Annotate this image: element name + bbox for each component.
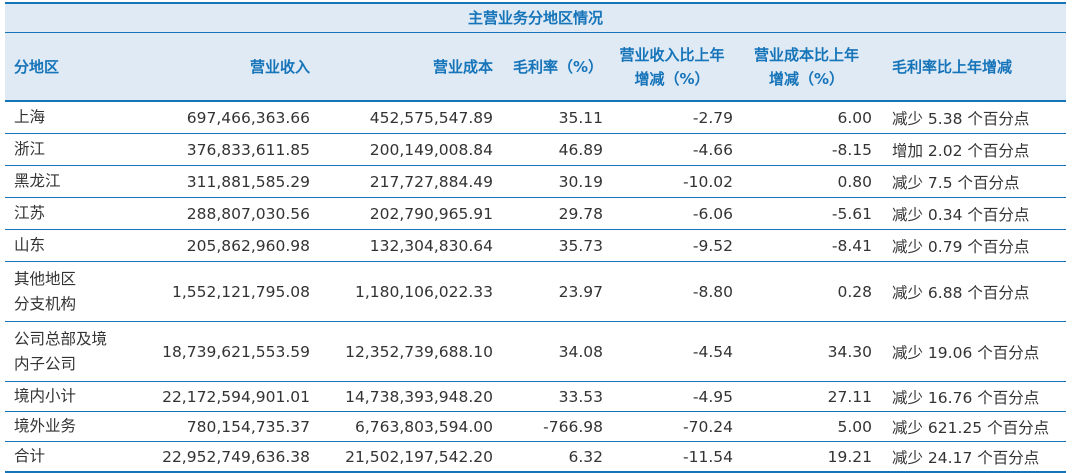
- gross-margin-cell: 30.19: [558, 172, 603, 191]
- margin-change-cell: 减少 19.06 个百分点: [892, 343, 1040, 362]
- margin-change-cell: 减少 6.88 个百分点: [892, 283, 1030, 302]
- revenue-change-cell: -2.79: [692, 108, 733, 127]
- revenue-change-cell: -11.54: [683, 447, 733, 466]
- revenue-change-cell: -6.06: [692, 204, 733, 223]
- header-revenue: 营业收入: [249, 57, 310, 76]
- header-cost: 营业成本: [432, 57, 493, 76]
- cost-change-cell: 19.21: [827, 447, 872, 466]
- header-cost-change: 营业成本比上年 增减（%）: [753, 45, 859, 88]
- cost-cell: 202,790,965.91: [369, 204, 493, 223]
- cost-change-cell: 0.80: [837, 172, 872, 191]
- cost-change-cell: 6.00: [837, 108, 872, 127]
- cost-cell: 6,763,803,594.00: [354, 417, 493, 436]
- region-cell: 其他地区 分支机构: [14, 269, 77, 313]
- cost-cell: 14,738,393,948.20: [345, 387, 493, 406]
- header-margin-change: 毛利率比上年增减: [892, 57, 1013, 76]
- cost-cell: 452,575,547.89: [369, 108, 493, 127]
- margin-change-cell: 减少 16.76 个百分点: [892, 388, 1040, 407]
- region-cell: 江苏: [14, 204, 46, 222]
- cost-change-cell: 0.28: [837, 282, 872, 301]
- cost-cell: 200,149,008.84: [369, 140, 493, 159]
- margin-change-cell: 减少 0.34 个百分点: [892, 205, 1030, 224]
- header-revenue-change: 营业收入比上年 增减（%）: [619, 45, 725, 88]
- revenue-cell: 376,833,611.85: [186, 140, 310, 159]
- gross-margin-cell: 23.97: [558, 282, 603, 301]
- table-row: 江苏 288,807,030.56 202,790,965.91 29.78 -…: [5, 198, 1066, 230]
- region-cell: 山东: [14, 236, 46, 254]
- margin-change-cell: 减少 7.5 个百分点: [892, 173, 1020, 192]
- header-gross-margin: 毛利率（%）: [512, 57, 603, 76]
- revenue-cell: 311,881,585.29: [186, 172, 310, 191]
- cost-change-cell: 5.00: [837, 417, 872, 436]
- gross-margin-cell: 35.73: [558, 236, 603, 255]
- revenue-cell: 697,466,363.66: [186, 108, 310, 127]
- table-row: 上海 697,466,363.66 452,575,547.89 35.11 -…: [5, 102, 1066, 134]
- margin-change-cell: 减少 621.25 个百分点: [892, 418, 1050, 437]
- table-header: 分地区 营业收入 营业成本 毛利率（%） 营业收入比上年 增减（%） 营业成本比…: [5, 33, 1066, 102]
- cost-change-cell: -8.41: [831, 236, 872, 255]
- revenue-cell: 205,862,960.98: [186, 236, 310, 255]
- cost-cell: 12,352,739,688.10: [345, 342, 493, 361]
- gross-margin-cell: 6.32: [568, 447, 603, 466]
- revenue-change-cell: -4.54: [692, 342, 733, 361]
- revenue-cell: 780,154,735.37: [186, 417, 310, 436]
- revenue-change-cell: -4.66: [692, 140, 733, 159]
- region-cell: 公司总部及境 内子公司: [14, 329, 108, 373]
- gross-margin-cell: 35.11: [558, 108, 603, 127]
- regional-revenue-table: 主营业务分地区情况 分地区 营业收入 营业成本 毛利率（%） 营业收入比上年 增…: [5, 2, 1066, 473]
- revenue-cell: 22,172,594,901.01: [162, 387, 310, 406]
- region-cell: 境外业务: [14, 417, 77, 435]
- table-row: 境内小计 22,172,594,901.01 14,738,393,948.20…: [5, 382, 1066, 412]
- revenue-change-cell: -9.52: [692, 236, 733, 255]
- table-row: 公司总部及境 内子公司 18,739,621,553.59 12,352,739…: [5, 322, 1066, 382]
- region-cell: 浙江: [14, 140, 46, 158]
- cost-cell: 132,304,830.64: [369, 236, 493, 255]
- table-title: 主营业务分地区情况: [5, 2, 1066, 33]
- revenue-cell: 1,552,121,795.08: [171, 282, 310, 301]
- table-row: 境外业务 780,154,735.37 6,763,803,594.00 -76…: [5, 412, 1066, 442]
- gross-margin-cell: 29.78: [558, 204, 603, 223]
- margin-change-cell: 减少 5.38 个百分点: [892, 109, 1030, 128]
- revenue-change-cell: -4.95: [692, 387, 733, 406]
- margin-change-cell: 增加 2.02 个百分点: [892, 141, 1030, 160]
- revenue-change-cell: -70.24: [683, 417, 733, 436]
- revenue-cell: 18,739,621,553.59: [162, 342, 310, 361]
- region-cell: 境内小计: [14, 387, 77, 405]
- gross-margin-cell: 33.53: [558, 387, 603, 406]
- cost-change-cell: -8.15: [831, 140, 872, 159]
- table-row: 黑龙江 311,881,585.29 217,727,884.49 30.19 …: [5, 166, 1066, 198]
- gross-margin-cell: 34.08: [558, 342, 603, 361]
- cost-cell: 21,502,197,542.20: [345, 447, 493, 466]
- revenue-change-cell: -8.80: [692, 282, 733, 301]
- cost-cell: 1,180,106,022.33: [354, 282, 493, 301]
- gross-margin-cell: -766.98: [543, 417, 603, 436]
- revenue-cell: 22,952,749,636.38: [162, 447, 310, 466]
- table-row: 其他地区 分支机构 1,552,121,795.08 1,180,106,022…: [5, 262, 1066, 322]
- revenue-change-cell: -10.02: [683, 172, 733, 191]
- cost-change-cell: 34.30: [827, 342, 872, 361]
- margin-change-cell: 减少 24.17 个百分点: [892, 448, 1040, 467]
- region-cell: 合计: [14, 447, 46, 465]
- region-cell: 上海: [14, 108, 46, 126]
- margin-change-cell: 减少 0.79 个百分点: [892, 237, 1030, 256]
- table-row: 浙江 376,833,611.85 200,149,008.84 46.89 -…: [5, 134, 1066, 166]
- gross-margin-cell: 46.89: [558, 140, 603, 159]
- cost-change-cell: 27.11: [827, 387, 872, 406]
- region-cell: 黑龙江: [14, 172, 61, 190]
- header-region: 分地区: [14, 57, 60, 76]
- table-row: 山东 205,862,960.98 132,304,830.64 35.73 -…: [5, 230, 1066, 262]
- cost-change-cell: -5.61: [831, 204, 872, 223]
- cost-cell: 217,727,884.49: [369, 172, 493, 191]
- revenue-cell: 288,807,030.56: [186, 204, 310, 223]
- table-row-total: 合计 22,952,749,636.38 21,502,197,542.20 6…: [5, 442, 1066, 473]
